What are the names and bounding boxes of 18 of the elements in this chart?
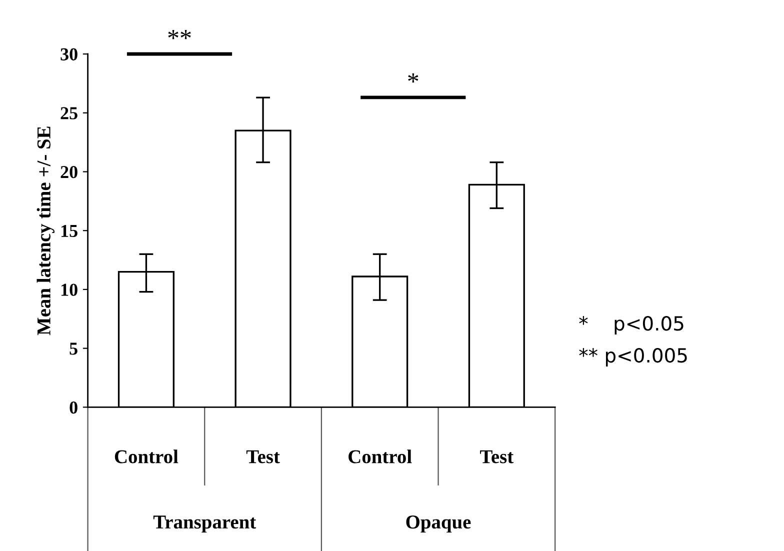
y-tick-label: 0	[70, 401, 78, 414]
text: Transparent	[153, 516, 256, 533]
y-axis-title: Mean latency time +/- SE	[36, 126, 54, 336]
y-tick-label: 10	[61, 284, 78, 296]
x-tick-label: Test	[246, 450, 280, 464]
text: **	[168, 30, 191, 40]
y-tick-label: 15	[61, 224, 78, 238]
x-tick-label: Control	[348, 450, 412, 464]
y-tick-label: 25	[60, 107, 78, 120]
annotation: *	[408, 73, 418, 83]
y-tick-label: 20	[60, 166, 78, 178]
x-tick-label: Test	[480, 450, 514, 464]
text: ** p<0.005	[579, 348, 687, 366]
y-tick-label: 5	[70, 342, 78, 355]
text: Opaque	[406, 516, 471, 533]
x-tick-label: Control	[114, 450, 178, 464]
text: * p<0.05	[579, 316, 684, 334]
y-tick-label: 30	[60, 48, 78, 60]
